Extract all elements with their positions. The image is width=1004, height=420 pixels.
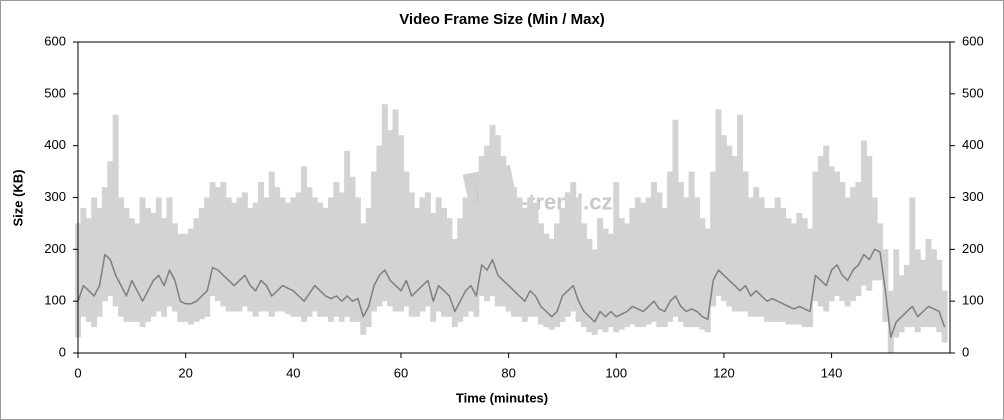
x-tick-label: 40 xyxy=(286,365,300,380)
y-axis-label: Size (KB) xyxy=(10,169,25,226)
x-tick-label: 20 xyxy=(178,365,192,380)
y2-tick-label: 100 xyxy=(962,293,984,308)
y2-tick-label: 0 xyxy=(962,344,969,359)
y-tick-label: 600 xyxy=(44,33,66,48)
x-tick-label: 100 xyxy=(605,365,627,380)
y-tick-label: 300 xyxy=(44,189,66,204)
y-tick-label: 500 xyxy=(44,85,66,100)
y-tick-label: 0 xyxy=(59,344,66,359)
x-tick-label: 140 xyxy=(821,365,843,380)
series-line xyxy=(77,248,946,339)
y-tick-label: 100 xyxy=(44,293,66,308)
x-tick-label: 120 xyxy=(713,365,735,380)
y2-tick-label: 400 xyxy=(962,137,984,152)
x-tick-label: 0 xyxy=(74,365,81,380)
y2-tick-label: 200 xyxy=(962,241,984,256)
y-tick-label: 400 xyxy=(44,137,66,152)
x-tick-label: 60 xyxy=(394,365,408,380)
x-axis-label: Time (minutes) xyxy=(456,390,548,405)
y2-tick-label: 300 xyxy=(962,189,984,204)
x-tick-label: 80 xyxy=(501,365,515,380)
chart-title: Video Frame Size (Min / Max) xyxy=(399,11,605,28)
y2-tick-label: 500 xyxy=(962,85,984,100)
y2-tick-label: 600 xyxy=(962,33,984,48)
y-tick-label: 200 xyxy=(44,241,66,256)
